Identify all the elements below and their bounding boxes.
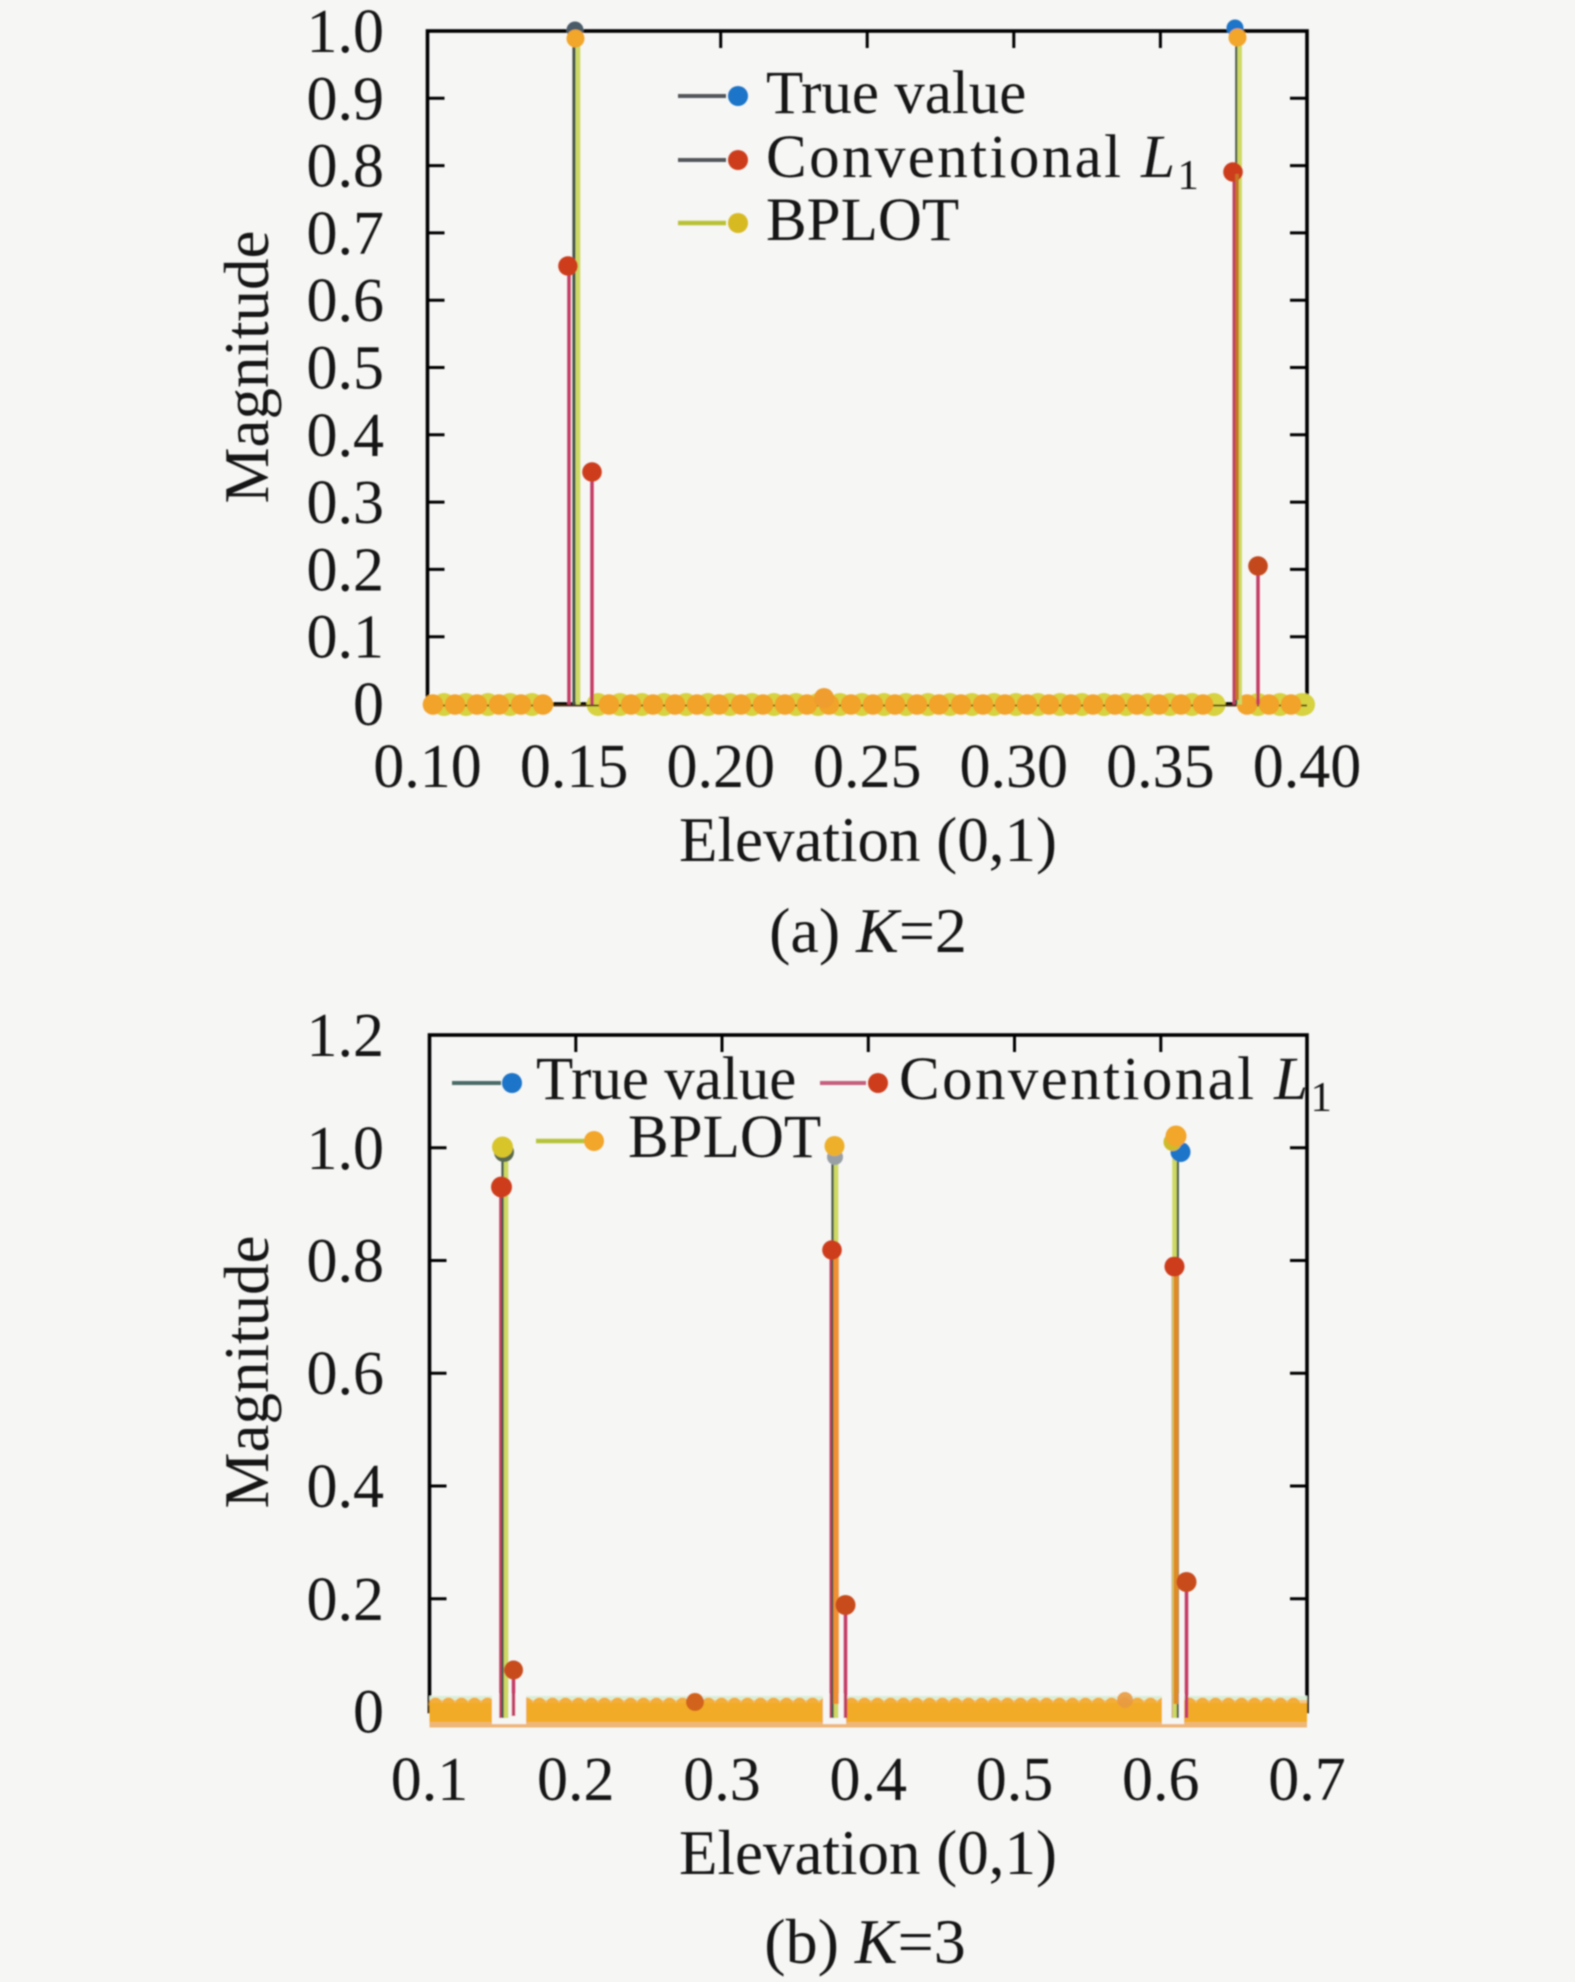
svg-text:0.8: 0.8 [307,133,385,201]
svg-text:0.15: 0.15 [520,733,629,801]
svg-text:0.25: 0.25 [813,733,922,801]
svg-text:1.2: 1.2 [307,1002,385,1070]
svg-text:0.4: 0.4 [307,1453,385,1521]
svg-text:(a) K=2: (a) K=2 [769,895,967,966]
svg-text:0.1: 0.1 [307,604,385,672]
svg-text:Elevation (0,1): Elevation (0,1) [679,1818,1057,1888]
svg-text:0.3: 0.3 [683,1746,761,1814]
svg-text:0.4: 0.4 [830,1746,908,1814]
svg-text:0.7: 0.7 [1268,1746,1346,1814]
svg-text:Magnitude: Magnitude [212,1236,282,1509]
svg-text:0.8: 0.8 [307,1228,385,1296]
svg-text:0.6: 0.6 [307,267,385,335]
svg-text:0.3: 0.3 [307,469,385,537]
svg-text:BPLOT: BPLOT [766,187,959,254]
svg-text:0.5: 0.5 [307,335,385,403]
svg-text:0.9: 0.9 [307,65,385,133]
svg-text:Conventional L1: Conventional L1 [899,1046,1334,1121]
svg-text:0.6: 0.6 [1122,1746,1200,1814]
svg-text:0.6: 0.6 [307,1340,385,1408]
svg-text:Elevation (0,1): Elevation (0,1) [679,805,1057,875]
svg-text:0.2: 0.2 [307,536,385,604]
svg-text:0.40: 0.40 [1253,733,1362,801]
svg-text:0.7: 0.7 [307,200,385,268]
svg-text:0.10: 0.10 [373,733,482,801]
svg-text:0.2: 0.2 [537,1746,615,1814]
svg-text:1.0: 1.0 [307,0,385,66]
svg-text:1.0: 1.0 [307,1115,385,1183]
svg-text:0.4: 0.4 [307,402,385,470]
svg-text:0.2: 0.2 [307,1566,385,1634]
svg-text:0.5: 0.5 [976,1746,1054,1814]
svg-text:True value: True value [536,1046,796,1113]
svg-text:True value: True value [766,60,1026,127]
svg-text:0.20: 0.20 [666,733,775,801]
svg-text:BPLOT: BPLOT [628,1104,821,1171]
svg-text:Conventional L1: Conventional L1 [766,124,1201,199]
svg-text:Magnitude: Magnitude [212,231,282,504]
svg-text:0.35: 0.35 [1106,733,1215,801]
svg-text:0.30: 0.30 [960,733,1069,801]
svg-text:(b) K=3: (b) K=3 [764,1906,965,1977]
svg-text:0: 0 [353,671,384,739]
svg-text:0: 0 [353,1679,384,1747]
svg-text:0.1: 0.1 [391,1746,469,1814]
